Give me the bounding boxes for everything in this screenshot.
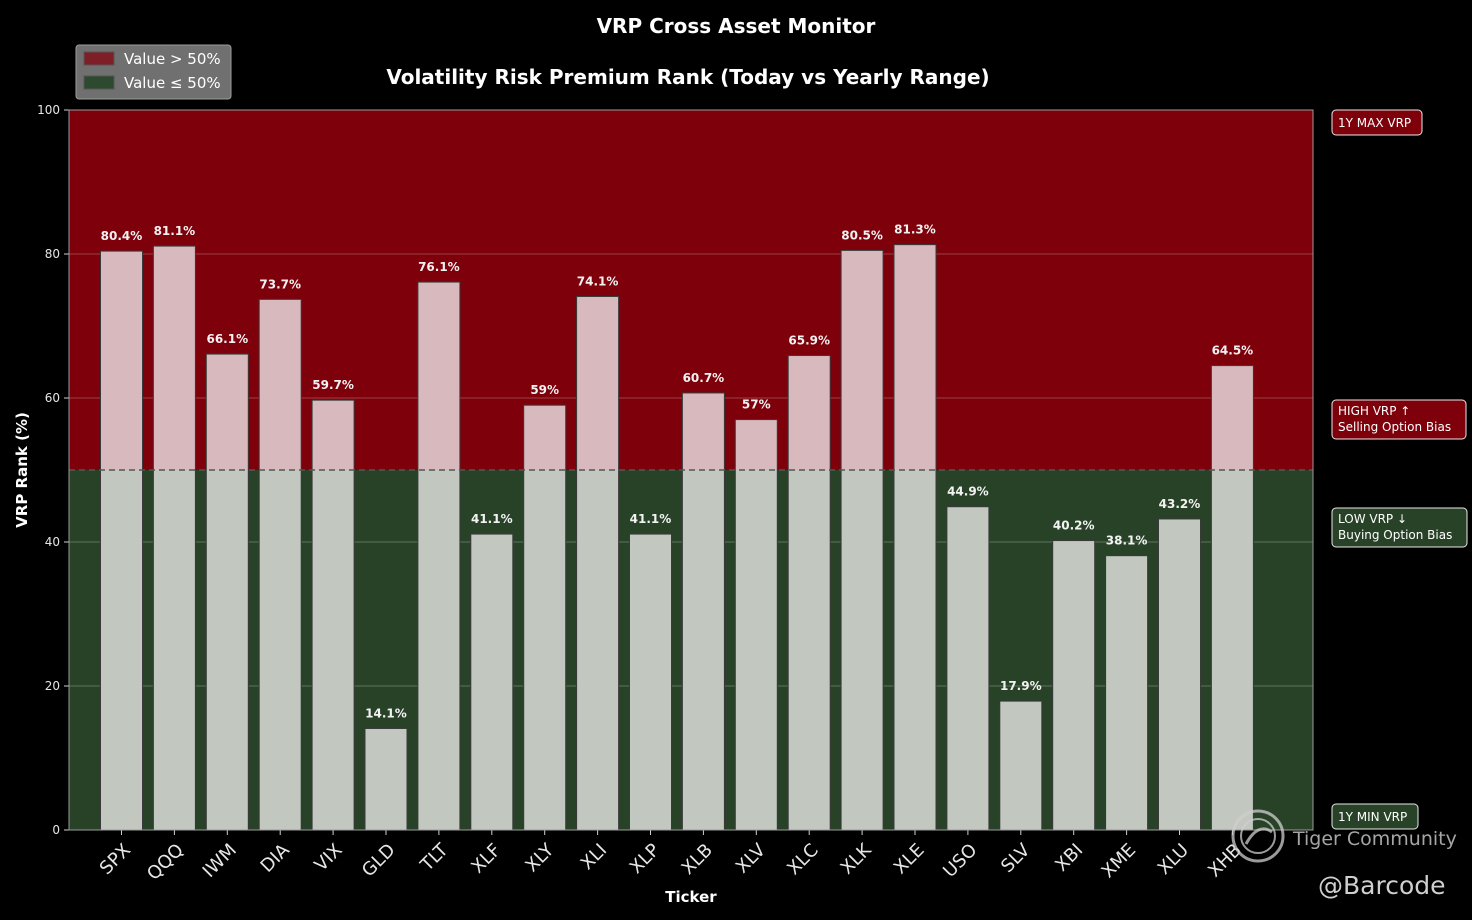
value-label: 43.2% xyxy=(1159,497,1201,511)
value-label: 17.9% xyxy=(1000,679,1042,693)
annotation-high-text: HIGH VRP ↑ xyxy=(1338,404,1410,418)
value-label: 80.4% xyxy=(101,229,143,243)
annotation-high-box xyxy=(1331,399,1467,440)
bar-tlt-upper xyxy=(417,282,460,470)
bar-xhb-upper xyxy=(1211,365,1254,470)
value-label: 81.1% xyxy=(154,224,196,238)
bar-xlb-lower xyxy=(682,470,725,830)
chart-title: VRP Cross Asset Monitor xyxy=(597,14,876,38)
value-label: 57% xyxy=(742,398,771,412)
chart-subtitle: Volatility Risk Premium Rank (Today vs Y… xyxy=(386,65,989,89)
bar-tlt-lower xyxy=(417,470,460,830)
value-label: 44.9% xyxy=(947,485,989,499)
bar-xlv-upper xyxy=(735,419,778,470)
bar-xlc-upper xyxy=(788,355,831,470)
annotation-high-text2: Selling Option Bias xyxy=(1338,420,1451,434)
legend-label-low: Value ≤ 50% xyxy=(124,74,221,92)
value-label: 73.7% xyxy=(259,277,301,291)
value-label: 41.1% xyxy=(471,512,513,526)
value-label: 65.9% xyxy=(788,334,830,348)
watermark: Tiger Community @Barcode xyxy=(1231,809,1457,900)
watermark-handle: @Barcode xyxy=(1318,871,1446,900)
bar-xlk-upper xyxy=(841,250,884,470)
legend-swatch-high xyxy=(83,51,115,66)
value-label: 59% xyxy=(530,383,559,397)
bar-spx-lower xyxy=(100,470,143,830)
annotation-max-box xyxy=(1331,109,1423,136)
bar-iwm-lower xyxy=(206,470,249,830)
bars xyxy=(100,244,1254,831)
annotation-min-text: 1Y MIN VRP xyxy=(1338,810,1407,824)
plot-frame xyxy=(68,109,1314,831)
bar-xlk-lower xyxy=(841,470,884,830)
bar-xly-upper xyxy=(523,405,566,470)
annotation-high: HIGH VRP ↑ Selling Option Bias xyxy=(1331,399,1467,440)
annotation-max: 1Y MAX VRP xyxy=(1331,109,1423,136)
value-label: 81.3% xyxy=(894,223,936,237)
annotation-low: LOW VRP ↓ Buying Option Bias xyxy=(1331,507,1468,548)
bar-dia-upper xyxy=(259,299,302,470)
bar-uso xyxy=(946,506,989,830)
y-tick-label: 40 xyxy=(45,535,60,549)
value-label: 76.1% xyxy=(418,260,460,274)
bar-xle-upper xyxy=(894,244,936,470)
bar-xlv-lower xyxy=(735,470,778,830)
bar-vix-upper xyxy=(312,400,355,470)
value-label: 59.7% xyxy=(312,378,354,392)
value-label: 80.5% xyxy=(841,228,883,242)
value-label: 74.1% xyxy=(577,274,619,288)
y-tick-label: 60 xyxy=(45,391,60,405)
bar-qqq-upper xyxy=(153,246,196,470)
bar-xli-upper xyxy=(576,296,619,470)
x-axis-label: Ticker xyxy=(665,888,717,906)
annotation-max-text: 1Y MAX VRP xyxy=(1338,116,1411,130)
y-tick-label: 20 xyxy=(45,679,60,693)
legend-swatch-low xyxy=(83,75,115,90)
value-label: 14.1% xyxy=(365,706,407,720)
bar-xlc-lower xyxy=(788,470,831,830)
value-label: 40.2% xyxy=(1053,519,1095,533)
value-label: 66.1% xyxy=(206,332,248,346)
annotation-low-text: LOW VRP ↓ xyxy=(1338,512,1407,526)
bar-slv xyxy=(999,701,1042,830)
bar-xlf xyxy=(470,534,513,830)
y-tick-label: 80 xyxy=(45,247,60,261)
bar-xbi xyxy=(1052,540,1095,830)
legend-label-high: Value > 50% xyxy=(124,50,221,68)
bar-vix-lower xyxy=(312,470,355,830)
bar-xlu xyxy=(1158,518,1201,830)
bar-xlp xyxy=(629,534,672,830)
bar-xlb-upper xyxy=(682,392,725,470)
bar-xli-lower xyxy=(576,470,619,830)
annotation-low-text2: Buying Option Bias xyxy=(1338,528,1452,542)
annotation-min: 1Y MIN VRP xyxy=(1331,803,1419,830)
tiger-logo-icon xyxy=(1231,809,1285,863)
annotation-low-box xyxy=(1331,507,1468,548)
value-label: 38.1% xyxy=(1106,534,1148,548)
legend-box xyxy=(75,44,232,100)
bar-spx-upper xyxy=(100,251,143,470)
y-tick-label: 100 xyxy=(37,103,60,117)
value-labels: 80.4% 81.1% 66.1% 73.7% 59.7% 14.1% 76.1% 41.1%… xyxy=(101,223,1254,721)
annotation-min-box xyxy=(1331,803,1419,830)
y-axis-label: VRP Rank (%) xyxy=(13,412,31,528)
y-tick-label: 0 xyxy=(52,823,60,837)
bar-qqq-lower xyxy=(153,470,196,830)
legend: Value > 50% Value ≤ 50% xyxy=(75,44,232,100)
bar-xhb-lower xyxy=(1211,470,1254,830)
value-label: 41.1% xyxy=(630,512,672,526)
bar-gld xyxy=(365,728,407,830)
value-label: 60.7% xyxy=(683,371,725,385)
bar-xly-lower xyxy=(523,470,566,830)
bar-iwm-upper xyxy=(206,354,249,470)
bar-xle-lower xyxy=(894,470,936,830)
value-label: 64.5% xyxy=(1212,344,1254,358)
watermark-brand: Tiger Community xyxy=(1292,828,1457,850)
y-axis-ticks: 0 20 40 60 80 100 xyxy=(37,103,69,837)
bar-dia-lower xyxy=(259,470,302,830)
bar-xme xyxy=(1105,555,1148,830)
